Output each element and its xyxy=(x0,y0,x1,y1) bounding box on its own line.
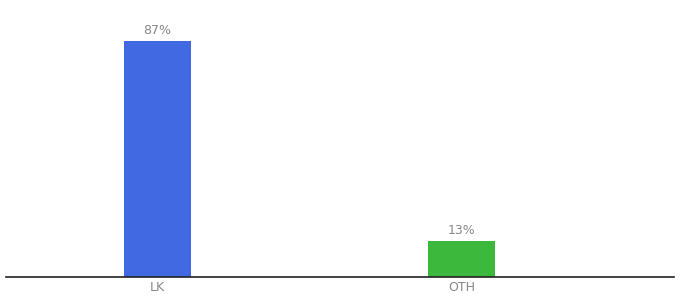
Bar xyxy=(428,241,495,277)
Bar xyxy=(124,41,191,277)
Text: 87%: 87% xyxy=(143,24,171,37)
Text: 13%: 13% xyxy=(447,224,475,237)
